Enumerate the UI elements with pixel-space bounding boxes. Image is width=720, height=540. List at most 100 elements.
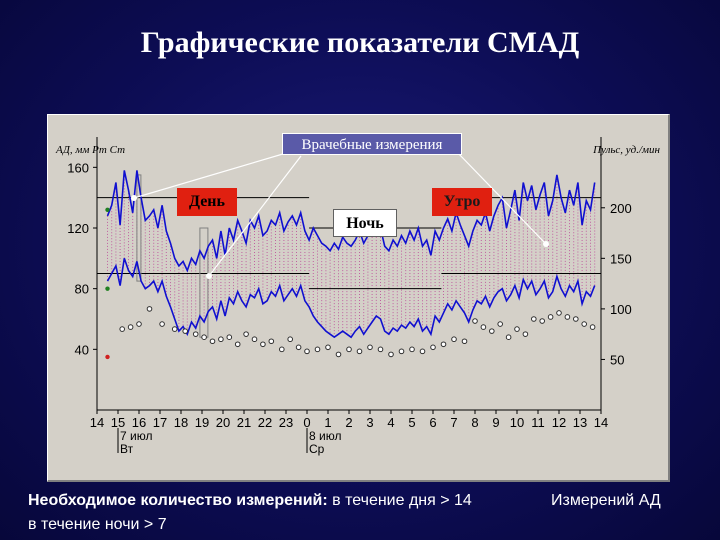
pulse-point bbox=[127, 324, 134, 330]
pulse-point bbox=[335, 351, 342, 358]
pulse-point bbox=[581, 321, 588, 327]
callout-connector-dot bbox=[543, 241, 549, 247]
pulse-point bbox=[260, 341, 266, 348]
pulse-point bbox=[192, 331, 199, 337]
pulse-point bbox=[505, 334, 512, 340]
x-tick-label: 13 bbox=[573, 415, 587, 430]
doctor-measure-marker bbox=[136, 174, 142, 282]
pulse-point bbox=[497, 321, 504, 327]
callout-connector bbox=[133, 150, 294, 199]
pulse-point bbox=[325, 344, 331, 351]
pulse-point bbox=[234, 341, 241, 348]
pulse-point bbox=[451, 336, 457, 343]
callout-doctor-measurements: Врачебные измерения bbox=[282, 133, 462, 155]
pulse-point bbox=[268, 338, 275, 345]
abpm-chart-panel: АД, мм Рт Ст Пульс, уд./мин 40 80 120 160 50 10… bbox=[47, 114, 670, 482]
x-tick-label: 0 bbox=[303, 415, 310, 430]
callout-connector bbox=[208, 155, 302, 277]
pulse-point bbox=[279, 346, 285, 353]
diastolic-line bbox=[106, 258, 596, 339]
x-tick-label: 14 bbox=[90, 415, 104, 430]
pulse-point bbox=[489, 328, 495, 334]
pulse-point bbox=[201, 334, 207, 340]
abpm-chart: АД, мм Рт Ст Пульс, уд./мин40801201605010… bbox=[55, 137, 661, 456]
y-axis-left-title: АД, мм Рт Ст bbox=[55, 144, 125, 156]
pulse-point bbox=[251, 336, 258, 343]
callout-connector-dot bbox=[206, 273, 212, 279]
callout-day: День bbox=[177, 188, 237, 216]
date-label: 8 июл bbox=[309, 429, 341, 443]
pulse-point bbox=[556, 310, 562, 316]
start-marker-diastolic bbox=[105, 286, 110, 291]
y-left-tick-label: 120 bbox=[67, 221, 89, 236]
footer-night-text: в течение ночи > 7 bbox=[28, 516, 167, 533]
x-tick-label: 21 bbox=[237, 415, 251, 430]
pulse-point bbox=[218, 336, 224, 343]
footer-right-text: Измерений АД bbox=[551, 492, 661, 509]
x-tick-label: 11 bbox=[531, 415, 545, 430]
pulse-point bbox=[209, 338, 216, 345]
pulse-point bbox=[440, 341, 447, 348]
pulse-point bbox=[346, 346, 352, 353]
pulse-point bbox=[388, 351, 394, 358]
y-right-tick-label: 100 bbox=[610, 302, 632, 317]
start-marker-systolic bbox=[105, 207, 110, 212]
x-tick-label: 19 bbox=[195, 415, 209, 430]
x-tick-label: 6 bbox=[429, 415, 436, 430]
x-tick-label: 15 bbox=[111, 415, 125, 430]
pulse-point bbox=[409, 346, 415, 353]
pulse-point bbox=[480, 324, 487, 330]
weekday-label: Вт bbox=[120, 442, 134, 456]
x-tick-label: 14 bbox=[594, 415, 608, 430]
callout-connector bbox=[455, 150, 547, 245]
x-tick-label: 3 bbox=[366, 415, 373, 430]
pulse-point bbox=[356, 348, 363, 355]
pulse-point bbox=[295, 344, 302, 351]
pulse-point bbox=[159, 321, 165, 327]
y-left-tick-label: 80 bbox=[75, 282, 89, 297]
pulse-point bbox=[146, 306, 153, 312]
y-right-tick-label: 200 bbox=[610, 201, 632, 216]
x-tick-label: 4 bbox=[387, 415, 394, 430]
pulse-point bbox=[398, 348, 405, 355]
x-tick-label: 5 bbox=[408, 415, 415, 430]
pulse-point bbox=[573, 316, 579, 322]
slide-title: Графические показатели СМАД bbox=[140, 26, 580, 59]
x-tick-label: 16 bbox=[132, 415, 146, 430]
x-tick-label: 18 bbox=[174, 415, 188, 430]
y-axis-right-title: Пульс, уд./мин bbox=[592, 144, 660, 156]
pulse-point bbox=[377, 346, 384, 353]
pulse-point bbox=[304, 348, 310, 355]
callout-night: Ночь bbox=[333, 209, 397, 237]
pulse-point bbox=[430, 344, 436, 351]
weekday-label: Ср bbox=[309, 442, 325, 456]
x-tick-label: 9 bbox=[492, 415, 499, 430]
x-tick-label: 10 bbox=[510, 415, 524, 430]
pulse-point bbox=[547, 314, 554, 320]
x-tick-label: 2 bbox=[345, 415, 352, 430]
pulse-point bbox=[419, 348, 426, 355]
y-left-tick-label: 40 bbox=[75, 342, 89, 357]
pulse-point bbox=[226, 334, 233, 340]
pulse-point bbox=[182, 328, 188, 334]
systolic-line bbox=[106, 170, 596, 273]
footer-day-text: в течение дня > 14 bbox=[327, 492, 472, 509]
x-tick-label: 12 bbox=[552, 415, 566, 430]
pulse-point bbox=[514, 326, 520, 332]
y-right-tick-label: 150 bbox=[610, 251, 632, 266]
y-left-tick-label: 160 bbox=[67, 160, 89, 175]
y-right-tick-label: 50 bbox=[610, 352, 624, 367]
pulse-point bbox=[367, 344, 373, 351]
pulse-point bbox=[243, 331, 249, 337]
pulse-point bbox=[522, 331, 529, 337]
callout-morning: Утро bbox=[432, 188, 492, 216]
pulse-point bbox=[119, 326, 125, 332]
x-tick-label: 23 bbox=[279, 415, 293, 430]
date-label: 7 июл bbox=[120, 429, 152, 443]
x-tick-label: 22 bbox=[258, 415, 272, 430]
pulse-point bbox=[171, 326, 178, 332]
x-tick-label: 7 bbox=[450, 415, 457, 430]
pulse-point bbox=[136, 321, 142, 327]
start-marker-pulse bbox=[105, 354, 110, 360]
pulse-point bbox=[314, 346, 321, 353]
